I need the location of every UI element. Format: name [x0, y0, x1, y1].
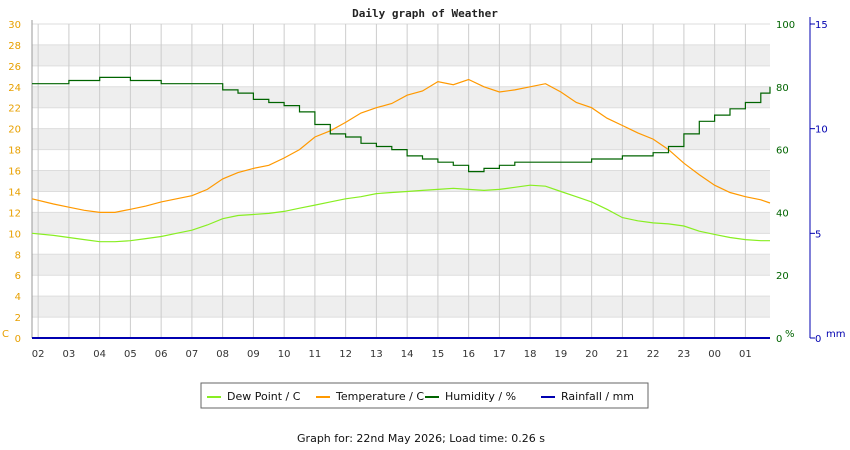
x-tick-label: 13: [370, 349, 383, 360]
x-tick-label: 12: [339, 349, 352, 360]
grid-band: [32, 86, 770, 108]
rainfall-unit-label: mm: [826, 329, 845, 340]
x-tick-label: 15: [432, 349, 445, 360]
x-tick-label: 08: [216, 349, 229, 360]
x-tick-label: 14: [401, 349, 414, 360]
x-tick-label: 11: [309, 349, 322, 360]
left-tick-label: 16: [8, 167, 21, 178]
rainfall-axis-ticks: 0 5 10 15 mm: [810, 20, 845, 345]
footer-text: Graph for: 22nd May 2026; Load time: 0.2…: [297, 432, 545, 445]
left-tick-label: 6: [15, 271, 21, 282]
humidity-tick-label: 40: [776, 208, 789, 219]
x-tick-label: 03: [63, 349, 76, 360]
legend-label: Temperature / C: [335, 390, 424, 403]
humidity-tick-label: 20: [776, 271, 789, 282]
chart-title: Daily graph of Weather: [352, 7, 498, 20]
x-tick-label: 20: [585, 349, 598, 360]
grid-band: [32, 170, 770, 192]
left-unit-label: C: [2, 329, 9, 340]
left-tick-label: 2: [15, 313, 21, 324]
x-tick-label: 01: [739, 349, 752, 360]
humidity-tick-label: 0: [776, 334, 782, 345]
x-tick-label: 02: [32, 349, 45, 360]
legend-label: Humidity / %: [445, 390, 516, 403]
series-line-humidity: [32, 76, 771, 173]
x-tick-label: 00: [708, 349, 721, 360]
grid-band: [32, 212, 770, 234]
x-tick-label: 22: [647, 349, 660, 360]
left-tick-label: 8: [15, 250, 21, 261]
series-line-dew-point: [31, 184, 770, 243]
rainfall-tick-label: 15: [815, 20, 828, 31]
x-tick-label: 05: [124, 349, 137, 360]
plot-background: [32, 24, 770, 338]
grid-band: [32, 128, 770, 150]
x-axis-ticks: 02 03 04 05 06 07 08 09 10 11 12 13 14 15 16 17 18 19 20 21…: [32, 349, 752, 360]
series-line-temperature: [31, 78, 771, 213]
left-tick-label: 12: [8, 208, 21, 219]
left-tick-label: 14: [8, 187, 21, 198]
legend-label: Rainfall / mm: [561, 390, 634, 403]
legend-box: [200, 382, 649, 409]
x-tick-label: 09: [247, 349, 260, 360]
humidity-tick-label: 60: [776, 146, 789, 157]
left-tick-label: 22: [8, 104, 21, 115]
grid-band: [32, 44, 770, 66]
rainfall-tick-label: 5: [815, 229, 821, 240]
left-tick-label: 30: [8, 20, 21, 31]
series-lines: [31, 76, 771, 339]
grid-band: [32, 254, 770, 276]
x-tick-label: 16: [462, 349, 475, 360]
humidity-tick-label: 80: [776, 83, 789, 94]
left-tick-label: 20: [8, 125, 21, 136]
x-tick-label: 17: [493, 349, 506, 360]
left-tick-label: 4: [15, 292, 21, 303]
humidity-unit-label: %: [785, 329, 795, 340]
left-tick-label: 0: [15, 334, 21, 345]
left-tick-label: 28: [8, 41, 21, 52]
x-tick-label: 19: [555, 349, 568, 360]
x-tick-label: 10: [278, 349, 291, 360]
legend-label: Dew Point / C: [227, 390, 301, 403]
x-tick-label: 18: [524, 349, 537, 360]
left-tick-label: 26: [8, 62, 21, 73]
left-tick-label: 10: [8, 229, 21, 240]
left-tick-label: 18: [8, 146, 21, 157]
humidity-tick-label: 100: [776, 20, 795, 31]
x-tick-label: 21: [616, 349, 629, 360]
x-tick-label: 06: [155, 349, 168, 360]
left-tick-label: 24: [8, 83, 21, 94]
legend: Dew Point / C Temperature / C Humidity / %…: [200, 382, 649, 409]
rainfall-tick-label: 10: [815, 125, 828, 136]
x-tick-label: 23: [678, 349, 691, 360]
grid-band: [32, 296, 770, 318]
humidity-axis-ticks: 0 20 40 60 80 100%: [776, 20, 795, 345]
x-tick-label: 04: [93, 349, 106, 360]
x-tick-label: 07: [186, 349, 199, 360]
rainfall-tick-label: 0: [815, 334, 821, 345]
